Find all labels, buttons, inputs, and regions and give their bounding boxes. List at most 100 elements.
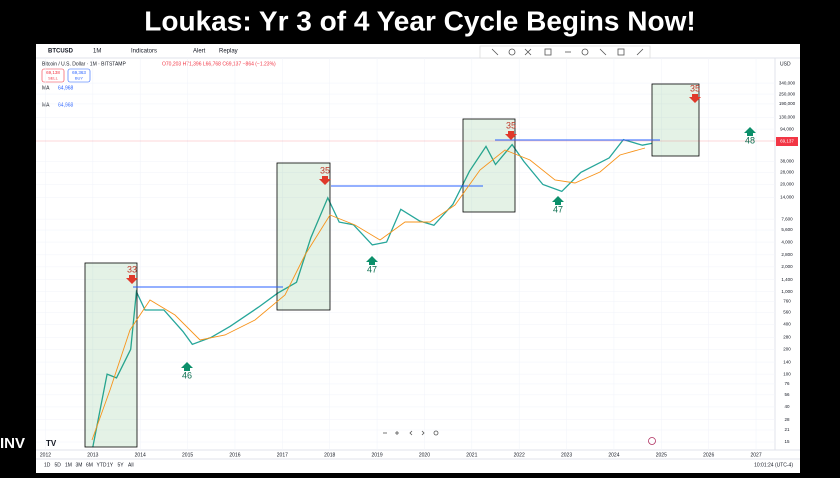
y-tick-label: 1,400 [781, 277, 793, 282]
plot: 340,000 250,000 190,000 130,000 94,000 38,000… [36, 58, 796, 458]
y-tick-label: 1,000 [781, 289, 793, 294]
y-tick-label: 28,000 [780, 170, 794, 175]
cycle-boxes [84, 83, 700, 448]
moving-average [91, 147, 646, 441]
buy-box[interactable] [67, 68, 91, 83]
y-tick-label: 560 [783, 310, 791, 315]
range-button[interactable]: 1Y [107, 462, 114, 468]
y-tick-label: 7,600 [781, 216, 793, 221]
last-price: 69,137 [780, 139, 794, 144]
y-tick-label: 2,000 [781, 264, 793, 269]
ohlc: O70,203 H71,396 L66,768 C69,137 −864 (−1… [162, 61, 276, 67]
x-tick-label: 2015 [182, 452, 193, 458]
replay-button[interactable]: Replay [219, 49, 238, 55]
range-button[interactable]: 6M [86, 462, 93, 468]
cycle-top-label: 35 [506, 120, 516, 130]
up-arrows [181, 127, 756, 371]
nav-buttons[interactable] [383, 430, 439, 436]
y-tick-label: 250,000 [779, 91, 796, 96]
ma-label: MA [42, 85, 50, 91]
y-tick-label: 56 [784, 392, 790, 397]
y-tick-label: 400 [783, 322, 791, 327]
y-tick-label: 14,000 [780, 194, 794, 199]
y-tick-label: 21 [784, 427, 790, 432]
cycle-top-label: 35 [320, 165, 330, 175]
cycle-low-label: 47 [553, 204, 563, 214]
app-window [36, 44, 800, 473]
resistance-lines [133, 139, 660, 288]
sell-price: 69,138 [46, 70, 60, 75]
sell-box[interactable] [41, 68, 65, 83]
y-tick-label: 5,600 [781, 227, 793, 232]
clock: 10:01:24 (UTC-4) [754, 462, 793, 468]
y-tick-label: 100 [783, 371, 791, 376]
y-tick-label: 2,800 [781, 252, 793, 257]
y-tick-label: 28 [784, 417, 790, 422]
range-button[interactable]: 1D [44, 462, 51, 468]
y-tick-label: 140 [783, 359, 791, 364]
range-button[interactable]: 5Y [118, 462, 125, 468]
y-tick-label: 76 [784, 381, 790, 386]
y-tick-label: 4,000 [781, 239, 793, 244]
indicators-button[interactable]: Indicators [131, 49, 157, 55]
interval[interactable]: 1M [93, 49, 101, 55]
symbol-line: Bitcoin / U.S. Dollar · 1M · BITSTAMP [42, 61, 126, 67]
x-tick-label: 2025 [656, 452, 667, 458]
range-button[interactable]: 5D [55, 462, 62, 468]
watermark: INV [0, 435, 25, 452]
cycle-low-label: 46 [182, 370, 192, 380]
last-price-tag [776, 137, 798, 146]
ma-value: 64,968 [58, 85, 74, 91]
currency[interactable]: USD [780, 61, 791, 67]
y-tick-label: 38,000 [780, 159, 794, 164]
x-tick-label: 2026 [703, 452, 714, 458]
drawing-tools[interactable] [479, 45, 651, 59]
symbol[interactable]: BTCUSD [48, 49, 74, 55]
x-tick-label: 2017 [277, 452, 288, 458]
x-tick-label: 2023 [561, 452, 572, 458]
title: Loukas: Yr 3 of 4 Year Cycle Begins Now! [144, 5, 695, 36]
x-tick-label: 2021 [466, 452, 477, 458]
tv-logo: TV [46, 439, 57, 448]
y-tick-label: 200 [783, 346, 791, 351]
cycle-top-label: 33 [127, 264, 137, 274]
x-tick-label: 2027 [750, 452, 761, 458]
range-button[interactable]: 1M [65, 462, 72, 468]
ma-value: 64,968 [58, 102, 74, 108]
price-line [92, 138, 652, 448]
y-tick-label: 40 [784, 404, 790, 409]
y-tick-label: 190,000 [779, 101, 796, 106]
cycle-low-label: 48 [745, 135, 755, 145]
cycle-low-label: 47 [367, 264, 377, 274]
y-tick-label: 340,000 [779, 80, 796, 85]
down-arrows [126, 94, 701, 284]
y-tick-label: 130,000 [779, 115, 796, 120]
y-tick-label: 15 [784, 439, 790, 444]
x-tick-label: 2018 [324, 452, 335, 458]
y-tick-label: 20,000 [780, 182, 794, 187]
x-tick-label: 2016 [229, 452, 240, 458]
x-tick-label: 2020 [419, 452, 430, 458]
ma-label: MA [42, 102, 50, 108]
event-marker[interactable] [648, 437, 656, 445]
cycle-top-label: 35 [690, 83, 700, 93]
x-tick-label: 2022 [514, 452, 525, 458]
x-tick-label: 2013 [87, 452, 98, 458]
range-button[interactable]: 3M [76, 462, 83, 468]
x-tick-label: 2024 [608, 452, 619, 458]
range-button[interactable]: All [128, 462, 134, 468]
x-tick-label: 2019 [372, 452, 383, 458]
buy-label: BUY [75, 76, 84, 81]
buy-price: 69,363 [72, 70, 86, 75]
y-tick-label: 760 [783, 299, 791, 304]
alert-button[interactable]: Alert [193, 49, 206, 55]
sell-label: SELL [48, 76, 59, 81]
x-tick-label: 2014 [135, 452, 146, 458]
range-buttons: 1D 5D 1M 3M 6M YTD 1Y 5Y All [44, 462, 134, 468]
range-button[interactable]: YTD [97, 462, 107, 468]
y-tick-label: 94,000 [780, 126, 794, 131]
x-tick-label: 2012 [40, 452, 51, 458]
y-tick-label: 280 [783, 334, 791, 339]
